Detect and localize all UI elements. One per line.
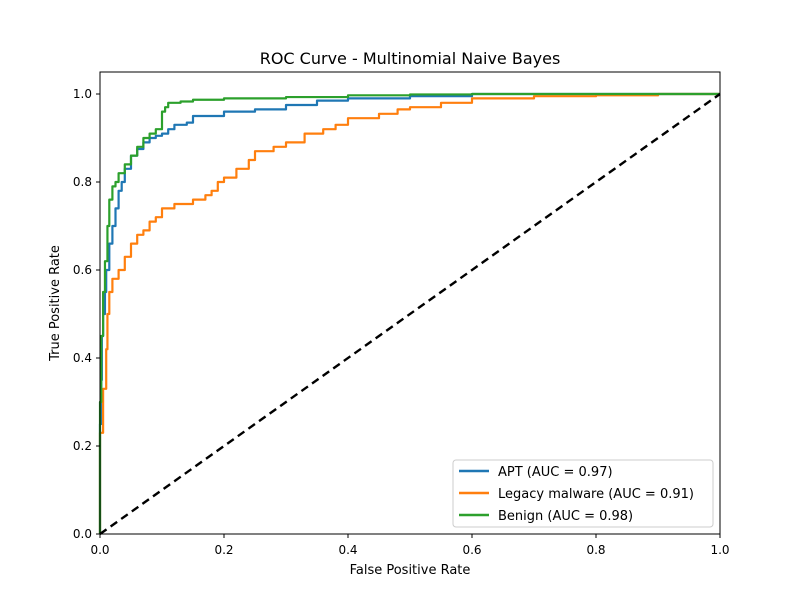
x-tick-label: 0.2	[214, 543, 233, 557]
legend-label: Legacy malware (AUC = 0.91)	[498, 487, 694, 502]
series-layer	[98, 92, 721, 535]
plot-frame	[99, 71, 721, 535]
y-tick-label: 0.4	[73, 351, 92, 365]
y-axis-label: True Positive Rate	[48, 245, 63, 362]
roc-line-series-1	[98, 92, 720, 534]
x-tick-label: 0.0	[90, 543, 109, 557]
y-tick-label: 0.2	[73, 439, 92, 453]
x-tick-label: 1.0	[710, 543, 729, 557]
legend-label: APT (AUC = 0.97)	[498, 465, 613, 480]
legend-items: APT (AUC = 0.97) Legacy malware (AUC = 0.…	[459, 465, 694, 524]
x-tick-label: 0.4	[338, 543, 357, 557]
legend: APT (AUC = 0.97) Legacy malware (AUC = 0.…	[452, 459, 714, 528]
y-tick-label: 0.6	[73, 263, 92, 277]
y-axis: 0.0 0.2 0.4 0.6 0.8 1.0	[73, 87, 100, 541]
chart-title: ROC Curve - Multinomial Naive Bayes	[260, 49, 561, 68]
y-tick-label: 1.0	[73, 87, 92, 101]
y-tick-label: 0.8	[73, 175, 92, 189]
chance-diagonal-line	[99, 93, 721, 535]
plot-background	[100, 72, 720, 534]
x-tick-label: 0.6	[462, 543, 481, 557]
x-axis-label: False Positive Rate	[350, 563, 471, 578]
x-axis: 0.0 0.2 0.4 0.6 0.8 1.0	[90, 534, 730, 557]
legend-box	[452, 459, 714, 528]
legend-label: Benign (AUC = 0.98)	[498, 509, 633, 524]
x-tick-label: 0.8	[586, 543, 605, 557]
y-tick-label: 0.0	[73, 527, 92, 541]
plot-area	[98, 71, 721, 535]
roc-line-series-2	[98, 92, 720, 534]
